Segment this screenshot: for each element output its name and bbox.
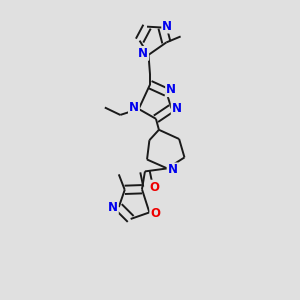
Text: N: N — [138, 47, 148, 60]
Text: N: N — [162, 20, 172, 33]
Text: N: N — [108, 201, 118, 214]
Text: N: N — [129, 101, 139, 114]
Text: O: O — [150, 207, 160, 220]
Text: N: N — [168, 164, 178, 176]
Text: N: N — [172, 102, 182, 115]
Text: N: N — [166, 83, 176, 96]
Text: O: O — [149, 181, 160, 194]
